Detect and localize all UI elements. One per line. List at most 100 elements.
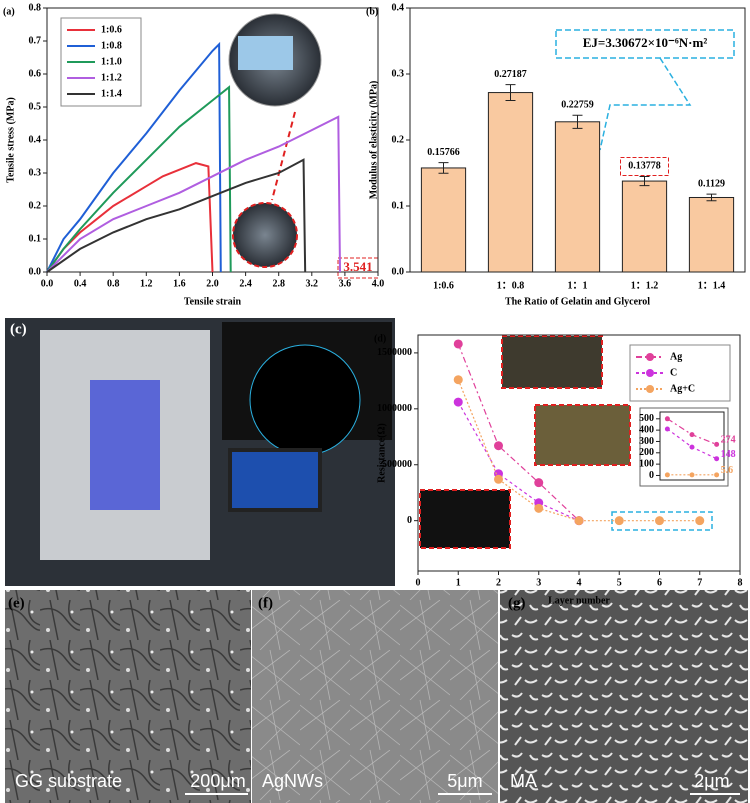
legend-label: 1:1.2 [101, 72, 122, 83]
panel-label: (b) [366, 6, 378, 17]
panel-label: (d) [374, 333, 386, 344]
photo-monitor [228, 448, 322, 512]
y-tick-label: 400 [639, 424, 654, 435]
y-tick-label: 0.0 [29, 266, 42, 277]
photo-drop [249, 344, 361, 456]
x-axis-title: The Ratio of Gelatin and Glycerol [505, 296, 650, 307]
x-tick-label: 0 [416, 577, 421, 588]
scale-bar: 2μm [694, 771, 729, 791]
y-tick-label: 0 [407, 515, 412, 526]
error-bar [572, 114, 583, 129]
marker [614, 516, 624, 526]
panel-label: (f) [258, 595, 273, 611]
y-tick-label: 0.8 [29, 2, 42, 13]
x-tick-label: 4.0 [372, 278, 385, 289]
value-label: 5.6 [721, 465, 734, 476]
error-bar [706, 193, 717, 202]
legend-label: C [670, 367, 677, 378]
x-tick-label: 7 [697, 577, 702, 588]
caption: AgNWs [262, 771, 323, 791]
x-tick-label: 0.8 [107, 278, 120, 289]
x-axis-title: Layer number [548, 595, 610, 606]
series-line [46, 85, 232, 273]
legend-label: 1:0.6 [101, 24, 122, 35]
marker [664, 426, 670, 432]
marker [494, 474, 503, 484]
y-tick-label: 0.7 [29, 35, 42, 46]
legend-label: 1:1.4 [101, 88, 122, 99]
x-tick-label: 1 [456, 577, 461, 588]
x-tick-label: 1：1.4 [698, 280, 726, 291]
x-tick-label: 0.0 [41, 278, 54, 289]
callout [599, 57, 692, 151]
x-tick-label: 0.4 [74, 278, 87, 289]
y-tick-label: 0.6 [29, 68, 42, 79]
callout [271, 111, 296, 201]
photo-inset [232, 202, 298, 268]
x-tick-label: 1：0.8 [497, 280, 525, 291]
annotation-box [620, 156, 669, 176]
marker [689, 432, 695, 438]
x-tick-label: 2 [496, 577, 501, 588]
x-tick-label: 1.2 [140, 278, 153, 289]
photo [500, 590, 748, 803]
value-label: 0.27187 [494, 69, 527, 80]
value-label: 0.15766 [427, 147, 460, 158]
y-tick-label: 0.1 [29, 233, 42, 244]
y-tick-label: 0.4 [29, 134, 42, 145]
y-axis-title: Resistance(Ω) [376, 423, 387, 483]
series-line [46, 115, 342, 273]
marker [494, 441, 503, 451]
scale-bar: 200μm [190, 771, 245, 791]
marker [453, 339, 463, 349]
photo-inset [534, 404, 631, 466]
value-label: 0.1129 [698, 178, 725, 189]
error-bar [505, 84, 516, 101]
marker [664, 472, 670, 478]
error-bar [639, 175, 650, 187]
x-tick-label: 3.2 [306, 278, 319, 289]
x-tick-label: 2.0 [206, 278, 219, 289]
bar [621, 180, 668, 273]
y-tick-label: 100 [639, 458, 654, 469]
value-label: 0.13778 [628, 161, 661, 172]
legend-marker [646, 369, 654, 377]
legend-marker [646, 385, 654, 393]
x-tick-label: 8 [738, 577, 743, 588]
legend-marker [646, 353, 654, 361]
scale-bar: 5μm [447, 771, 482, 791]
y-tick-label: 500 [639, 413, 654, 424]
x-tick-label: 4 [577, 577, 582, 588]
x-tick-label: 1：1.2 [631, 280, 659, 291]
panel-label: (a) [3, 6, 15, 17]
y-tick-label: 0.3 [29, 167, 42, 178]
x-tick-label: 5 [617, 577, 622, 588]
y-tick-label: 0.2 [29, 200, 42, 211]
value-label: 0.22759 [561, 99, 594, 110]
y-tick-label: 0.4 [392, 2, 405, 13]
panel-label: (g) [508, 595, 526, 611]
marker [534, 503, 544, 513]
photo [252, 590, 498, 803]
caption: GG substrate [15, 771, 122, 791]
y-tick-label: 0.1 [392, 200, 405, 211]
photo-inset [419, 489, 511, 549]
y-tick-label: 0 [649, 470, 654, 481]
x-tick-label: 1.6 [173, 278, 186, 289]
y-axis-title: Modulus of elasticity (MPa) [368, 81, 379, 200]
y-tick-label: 1000000 [377, 403, 412, 414]
y-tick-label: 500000 [382, 459, 412, 470]
x-tick-label: 3 [536, 577, 541, 588]
marker [574, 516, 584, 526]
x-tick-label: 2.8 [272, 278, 285, 289]
x-tick-label: 3.6 [339, 278, 352, 289]
marker [689, 472, 695, 478]
plot-frame [659, 411, 725, 481]
annotation-box [555, 29, 735, 59]
bar [554, 121, 601, 273]
marker [534, 478, 544, 488]
legend-label: Ag+C [670, 383, 695, 394]
marker [714, 441, 720, 447]
marker [695, 516, 705, 526]
bar [688, 196, 735, 273]
